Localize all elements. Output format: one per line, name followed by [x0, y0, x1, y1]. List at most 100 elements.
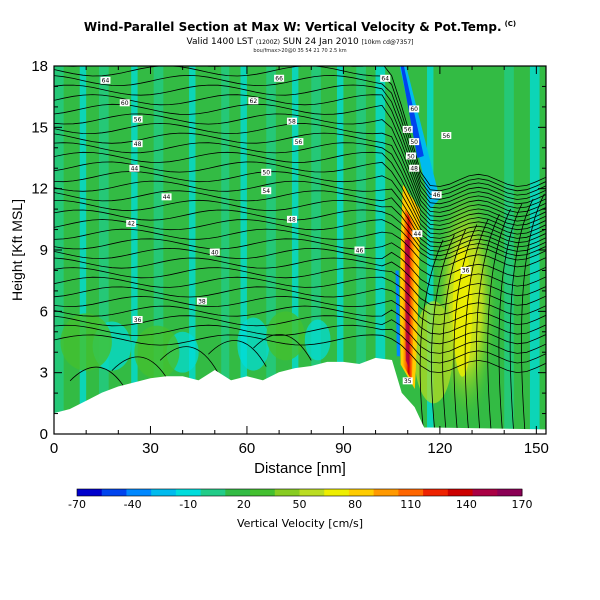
- velocity-band: [504, 66, 514, 434]
- y-tick-label: 15: [31, 119, 48, 136]
- contour-label-bg: [161, 193, 172, 201]
- isentrope-line: [54, 142, 546, 226]
- velocity-lobe: [266, 311, 305, 361]
- colorbar-swatch: [423, 489, 449, 496]
- x-tick-label: 150: [524, 440, 549, 457]
- x-tick-label: 0: [50, 440, 58, 457]
- colorbar-swatch: [398, 489, 424, 496]
- isentrope-line: [54, 199, 546, 252]
- valid-date: SUN 24 Jan 2010: [282, 37, 359, 47]
- velocity-band: [99, 66, 109, 434]
- velocity-band: [311, 66, 321, 434]
- isentrope-arc: [69, 366, 129, 394]
- velocity-band: [79, 66, 87, 434]
- isentrope-line: [54, 228, 546, 268]
- isentrope-line: [54, 209, 546, 257]
- velocity-band: [375, 66, 386, 434]
- contour-label-bg: [354, 246, 365, 254]
- velocity-band: [240, 66, 247, 434]
- contour-label-bg: [132, 316, 143, 324]
- contour-label: 48: [410, 166, 418, 173]
- colorbar-swatch: [299, 489, 325, 496]
- x-tick-label: 90: [335, 440, 352, 457]
- secondary-updraft-core: [452, 245, 473, 377]
- isentrope-line: [54, 267, 546, 306]
- isentrope-arc: [498, 203, 523, 434]
- contour-label: 44: [131, 166, 139, 173]
- y-tick-label: 9: [40, 242, 48, 259]
- contour-label: 48: [134, 141, 142, 148]
- contour-label-bg: [460, 266, 471, 274]
- isentrope-line: [54, 151, 546, 231]
- contour-label: 56: [442, 133, 450, 140]
- contour-label-bg: [402, 377, 413, 385]
- colorbar-swatch: [373, 489, 399, 496]
- colorbar-swatch: [225, 489, 251, 496]
- colorbar-label: Vertical Velocity [cm/s]: [236, 517, 364, 530]
- isentropes: [54, 66, 546, 434]
- contour-label: 48: [288, 217, 296, 224]
- velocity-band: [529, 66, 540, 434]
- colorbar-tick-label: -70: [68, 498, 86, 511]
- contour-label: 66: [275, 76, 283, 83]
- contour-label: 64: [102, 78, 110, 85]
- isentrope-arc: [464, 219, 489, 434]
- contour-label: 44: [414, 231, 422, 238]
- contour-label-bg: [196, 297, 207, 305]
- contour-label: 54: [262, 188, 270, 195]
- contour-label-bg: [409, 105, 420, 113]
- plot-clip-group: 64 60 56 48 44 44 42 40 38 36 66 62 58 56 50 54 48 46 64 60…: [54, 66, 546, 434]
- chart-title-text: Wind-Parallel Section at Max W: Vertical…: [83, 20, 502, 34]
- isentrope-arc: [509, 198, 534, 434]
- contour-label: 40: [211, 249, 219, 256]
- colorbar-frame: [76, 488, 523, 497]
- contour-label: 36: [462, 268, 470, 275]
- isentrope-line: [54, 113, 546, 213]
- isentrope-line: [54, 94, 546, 205]
- isentrope-line: [54, 122, 546, 218]
- x-tick-label: 30: [142, 440, 159, 457]
- isentrope-arc: [521, 193, 545, 434]
- terrain: [54, 357, 546, 434]
- contour-label: 64: [381, 76, 389, 83]
- contour-label: 50: [407, 153, 415, 160]
- velocity-band: [221, 66, 230, 434]
- x-tick-label: 120: [427, 440, 452, 457]
- colorbar-tick-label: -10: [179, 498, 197, 511]
- contour-label-bg: [431, 191, 442, 199]
- contour-label-bg: [132, 140, 143, 148]
- isentrope-arc: [453, 224, 478, 434]
- colorbar-swatch: [77, 489, 103, 496]
- contour-label-bg: [402, 125, 413, 133]
- contour-label-bg: [286, 117, 297, 125]
- isentrope-arc: [208, 340, 267, 367]
- x-axis-label: Distance [nm]: [254, 460, 346, 477]
- isentrope-line: [54, 276, 546, 316]
- contour-label: 60: [121, 100, 129, 107]
- isentrope-arc: [111, 356, 171, 384]
- contour-label-bg: [380, 74, 391, 82]
- contour-label-bg: [261, 187, 272, 195]
- contour-label-bg: [405, 152, 416, 160]
- colorbar-swatch: [175, 489, 202, 496]
- contour-label-bg: [409, 164, 420, 172]
- y-tick-label: 18: [31, 58, 48, 75]
- y-tick-label: 12: [31, 181, 48, 198]
- contour-label-bg: [209, 248, 220, 256]
- isentrope-arc: [419, 239, 444, 434]
- contour-label-bg: [441, 132, 452, 140]
- velocity-band: [131, 66, 138, 434]
- contour-label: 50: [410, 139, 418, 146]
- velocity-lobe: [134, 325, 180, 379]
- colorbar-tick-label: 140: [456, 498, 477, 511]
- colorbar-tick-label: -40: [124, 498, 142, 511]
- velocity-band: [189, 66, 196, 434]
- contour-label-bg: [126, 219, 137, 227]
- valid-time-utc: (1200Z): [255, 39, 280, 46]
- colorbar-swatch: [151, 489, 177, 496]
- colorbar-swatch: [348, 489, 375, 496]
- contour-label: 38: [198, 298, 206, 305]
- isentrope-arc: [159, 346, 219, 373]
- contour-label: 46: [433, 192, 441, 199]
